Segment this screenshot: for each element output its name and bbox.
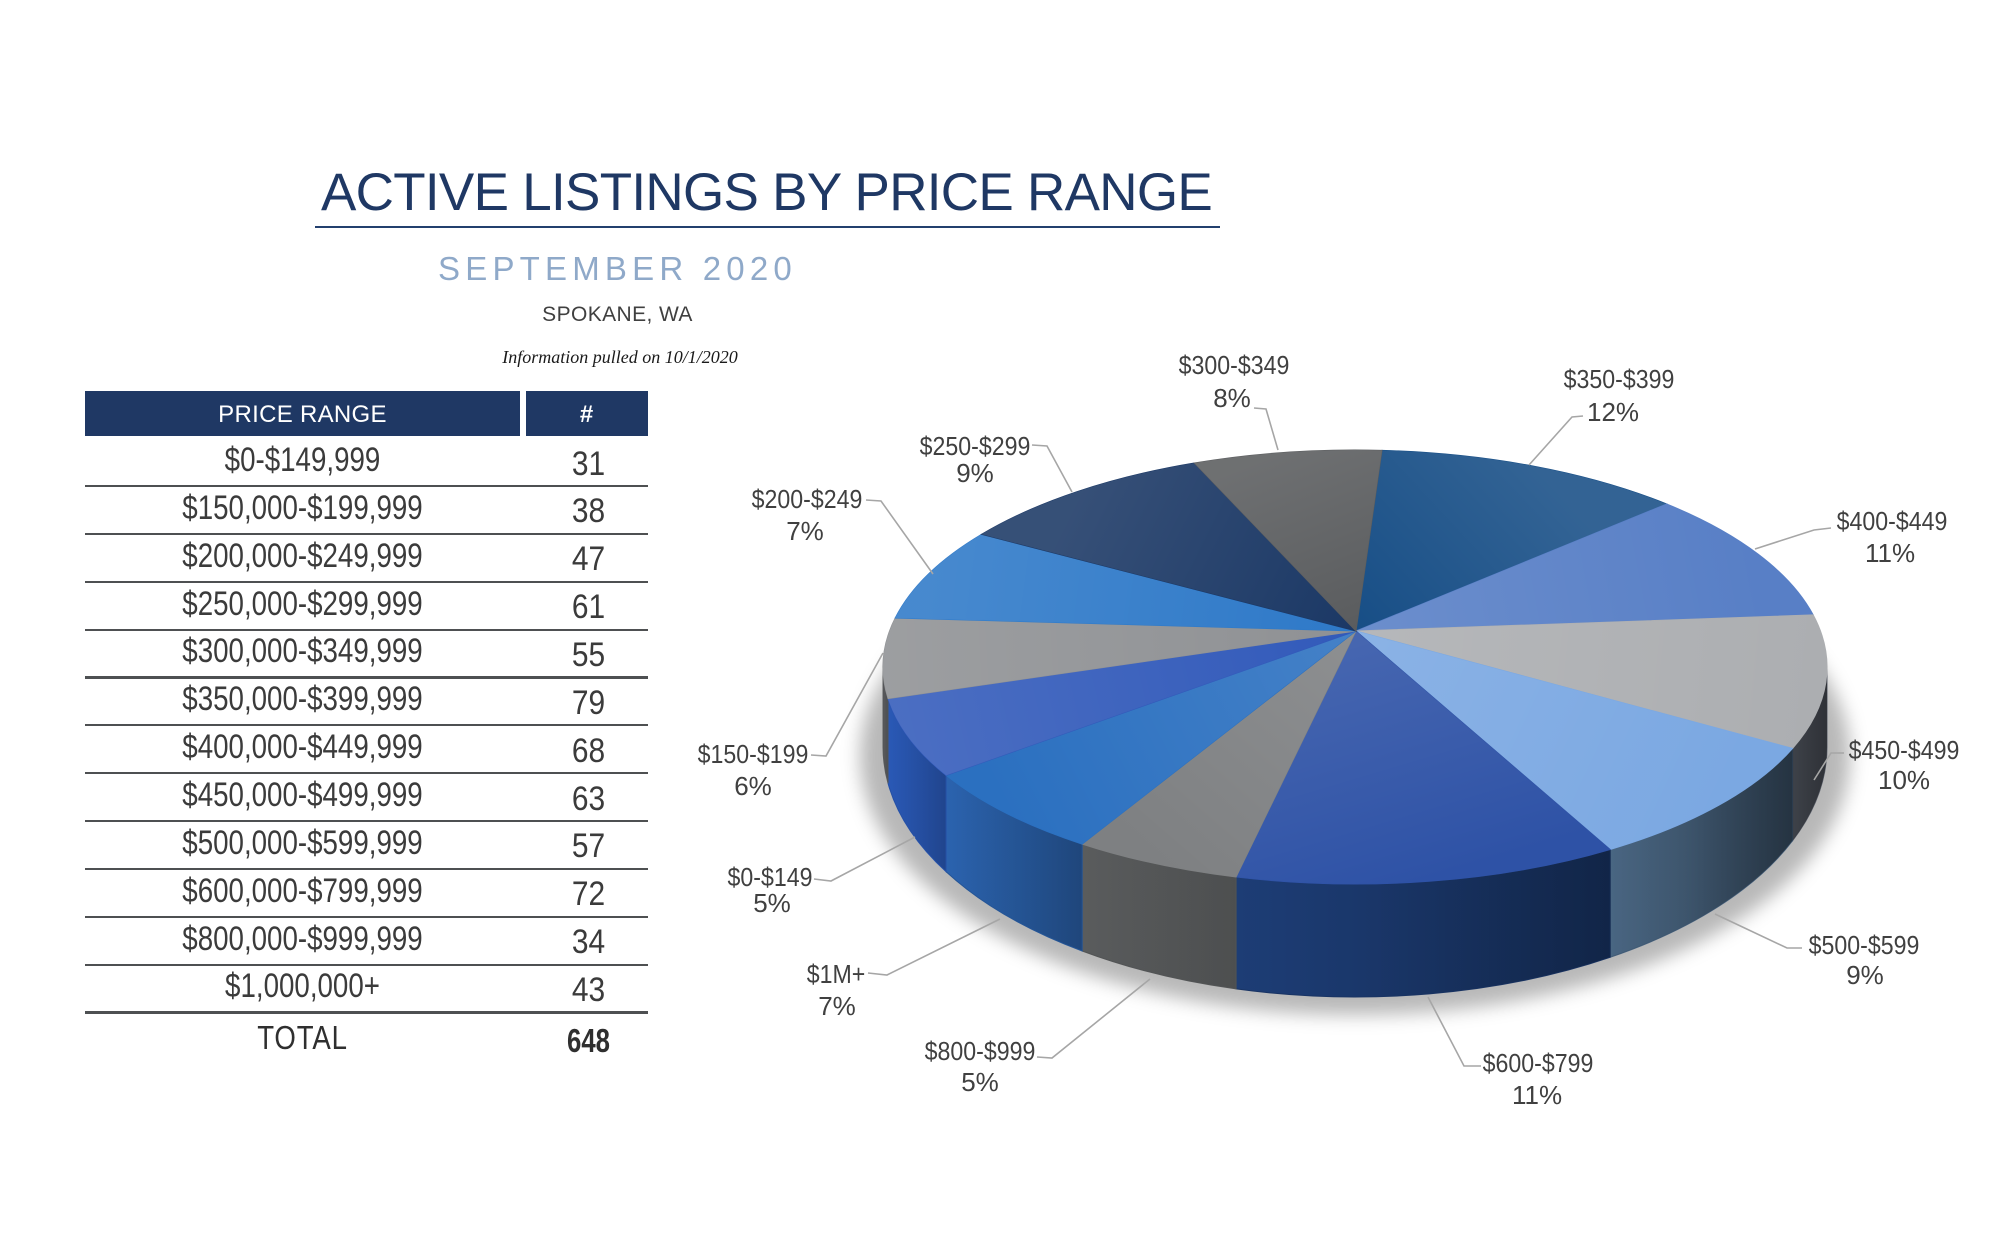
svg-text:8%: 8%	[1213, 383, 1251, 413]
svg-text:$150-$199: $150-$199	[698, 741, 809, 770]
svg-text:$1M+: $1M+	[807, 961, 866, 990]
svg-text:11%: 11%	[1512, 1080, 1562, 1110]
svg-text:$500-$599: $500-$599	[1809, 932, 1920, 961]
svg-text:7%: 7%	[786, 516, 824, 546]
svg-text:9%: 9%	[956, 458, 994, 488]
svg-text:7%: 7%	[818, 991, 856, 1021]
svg-text:$600-$799: $600-$799	[1483, 1050, 1594, 1079]
svg-text:$200-$249: $200-$249	[752, 486, 863, 515]
svg-text:9%: 9%	[1846, 960, 1884, 990]
svg-text:$0-$149: $0-$149	[728, 864, 813, 893]
svg-text:$300-$349: $300-$349	[1179, 352, 1290, 381]
svg-text:$350-$399: $350-$399	[1564, 366, 1675, 395]
svg-text:$400-$449: $400-$449	[1837, 508, 1948, 537]
svg-text:$250-$299: $250-$299	[920, 433, 1031, 462]
svg-text:11%: 11%	[1865, 538, 1915, 568]
svg-text:10%: 10%	[1878, 765, 1930, 795]
svg-text:5%: 5%	[753, 888, 791, 918]
svg-text:12%: 12%	[1587, 397, 1639, 427]
svg-text:6%: 6%	[734, 771, 772, 801]
svg-text:$800-$999: $800-$999	[925, 1038, 1036, 1067]
svg-text:$450-$499: $450-$499	[1849, 737, 1960, 766]
svg-text:5%: 5%	[961, 1067, 999, 1097]
